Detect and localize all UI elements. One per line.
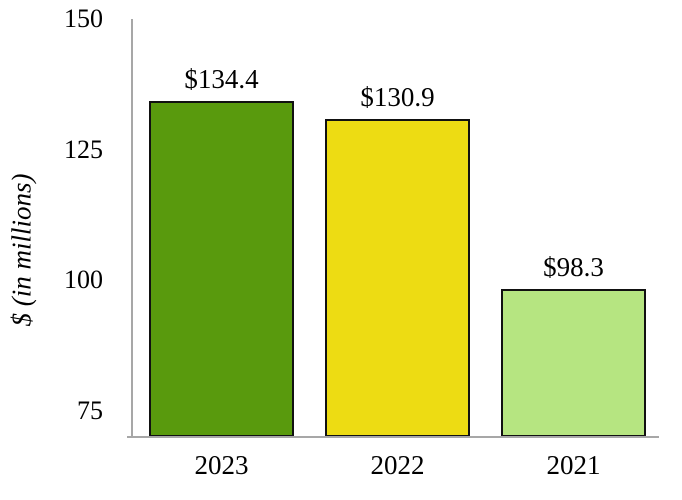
bar-2022	[325, 119, 470, 437]
x-tick-label: 2021	[546, 450, 601, 480]
x-tick-label: 2023	[194, 450, 249, 480]
y-tick-label: 75	[77, 395, 103, 425]
bar-value-label: $134.4	[184, 63, 259, 94]
bar-value-label: $130.9	[360, 82, 435, 113]
bar-2021	[501, 289, 646, 437]
y-tick-label: 100	[64, 265, 103, 295]
y-axis-title: $ (in millions)	[6, 173, 37, 327]
bar-value-label: $98.3	[543, 252, 604, 283]
y-axis-line	[131, 19, 133, 438]
x-axis-line	[127, 436, 659, 438]
y-tick-label: 150	[64, 4, 103, 34]
x-tick-label: 2022	[370, 450, 425, 480]
bar-2023	[149, 100, 294, 437]
y-tick-label: 125	[64, 134, 103, 164]
